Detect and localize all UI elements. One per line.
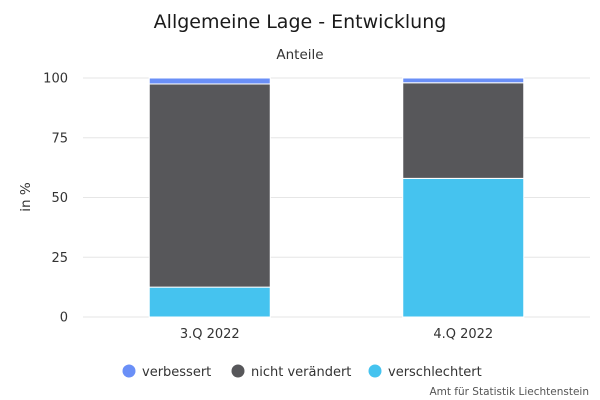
legend-label: nicht verändert xyxy=(251,365,351,380)
bar-segment xyxy=(148,77,271,85)
source-credit: Amt für Statistik Liechtenstein xyxy=(429,386,589,398)
bar-segment xyxy=(148,83,271,288)
y-tick-label: 75 xyxy=(51,131,68,146)
chart-subtitle: Anteile xyxy=(276,47,323,63)
y-tick-label: 0 xyxy=(60,311,68,326)
bars xyxy=(148,77,525,318)
legend-label: verbessert xyxy=(142,365,211,380)
x-tick-label: 4.Q 2022 xyxy=(433,327,493,342)
chart-title: Allgemeine Lage - Entwicklung xyxy=(154,11,447,33)
y-tick-label: 25 xyxy=(51,251,68,266)
y-tick-label: 100 xyxy=(43,72,68,87)
legend-swatch xyxy=(231,364,245,378)
legend-swatch xyxy=(122,364,136,378)
bar-segment xyxy=(402,82,525,179)
bar-segment xyxy=(402,77,525,84)
legend-label: verschlechtert xyxy=(388,365,482,380)
x-tick-label: 3.Q 2022 xyxy=(180,327,240,342)
bar-segment xyxy=(148,286,271,318)
y-tick-label: 50 xyxy=(51,191,68,206)
bar-segment xyxy=(402,177,525,318)
legend-item: verbessert xyxy=(122,364,211,380)
legend-item: verschlechtert xyxy=(368,364,482,380)
legend: verbessert nicht verändert verschlechtert xyxy=(122,364,482,380)
y-axis-ticks: 0 25 50 75 100 xyxy=(43,72,68,326)
x-axis-ticks: 3.Q 2022 4.Q 2022 xyxy=(180,327,493,342)
y-axis-label: in % xyxy=(18,182,34,212)
legend-swatch xyxy=(368,364,382,378)
legend-item: nicht verändert xyxy=(231,364,351,380)
